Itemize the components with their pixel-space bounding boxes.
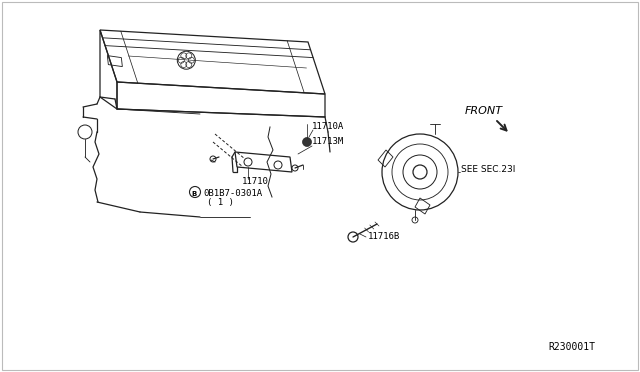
Circle shape [292, 165, 298, 171]
Text: 11710A: 11710A [312, 122, 344, 131]
Text: ( 1 ): ( 1 ) [207, 198, 234, 207]
Text: R230001T: R230001T [548, 342, 595, 352]
Text: FRONT: FRONT [465, 106, 503, 116]
Text: B: B [191, 191, 196, 197]
Circle shape [303, 138, 312, 147]
Circle shape [210, 156, 216, 162]
Text: 11710: 11710 [242, 177, 269, 186]
Circle shape [412, 217, 418, 223]
Text: 11716B: 11716B [368, 232, 400, 241]
Text: SEE SEC.23I: SEE SEC.23I [461, 165, 515, 174]
Text: 0B1B7-0301A: 0B1B7-0301A [203, 189, 262, 198]
Text: 11713M: 11713M [312, 137, 344, 146]
Circle shape [348, 232, 358, 242]
